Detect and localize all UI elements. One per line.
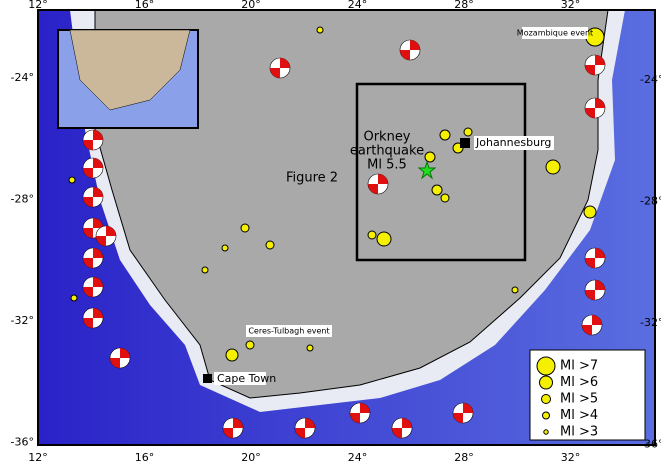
beachball (584, 97, 606, 119)
orkney-epicenter (417, 160, 437, 180)
event (265, 240, 275, 250)
beachball (82, 129, 104, 151)
x-tick-label: 32° (561, 0, 581, 11)
beachball (399, 39, 421, 61)
label-bg (522, 27, 588, 39)
label-bg (474, 136, 554, 150)
beachball (584, 279, 606, 301)
johannesburg-marker (460, 138, 470, 148)
legend-label: Ml >5 (560, 392, 598, 407)
map-label: Ml 5.5 (367, 158, 407, 173)
map-label: Johannesburg (475, 136, 551, 149)
legend-label: Ml >6 (560, 375, 598, 390)
legend-symbol (536, 356, 556, 376)
event (463, 127, 473, 137)
beachball (109, 347, 131, 369)
x-tick-label: 16° (135, 0, 155, 11)
x-tick-label: 16° (135, 451, 155, 464)
figure-2-box (355, 82, 527, 262)
y-tick-label: -32° (640, 316, 661, 329)
beachball (349, 402, 371, 424)
event (440, 193, 450, 203)
beachball (95, 225, 117, 247)
legend-symbol (541, 394, 551, 404)
event (583, 205, 597, 219)
beachball (82, 186, 104, 208)
beachball (222, 417, 244, 439)
label-bg (246, 325, 332, 337)
x-tick-label: 28° (454, 451, 474, 464)
event (439, 129, 451, 141)
x-tick-label: 32° (561, 451, 581, 464)
beachball (584, 247, 606, 269)
legend-symbol (539, 375, 553, 390)
y-tick-label: -36° (11, 436, 34, 449)
event (431, 184, 443, 196)
x-tick-label: 20° (241, 451, 261, 464)
land (94, 9, 609, 399)
beachball (82, 247, 104, 269)
y-tick-label: -32° (11, 314, 34, 327)
event (367, 230, 377, 240)
y-tick-label: -28° (640, 195, 661, 208)
map-body: Mozambique event Ceres-Tulbagh event Joh… (37, 9, 656, 446)
y-tick-label: -28° (11, 193, 34, 206)
cape-town-marker (203, 374, 212, 383)
beachball (584, 54, 606, 76)
frame (37, 9, 656, 446)
event (511, 286, 519, 294)
event (221, 244, 229, 252)
beachball (294, 417, 316, 439)
y-tick-label: -24° (640, 73, 661, 86)
event (225, 348, 239, 362)
event (376, 231, 392, 247)
y-tick-label: -36° (640, 438, 661, 451)
x-tick-label: 28° (454, 0, 474, 11)
legend-label: Ml >3 (560, 425, 598, 440)
beachball (391, 417, 413, 439)
label-bg (214, 372, 266, 385)
x-tick-label: 12° (28, 0, 48, 11)
map-label: Orkney (363, 130, 410, 145)
map-label: Figure 2 (286, 171, 338, 186)
inset-land (69, 29, 191, 111)
x-tick-label: 24° (348, 451, 368, 464)
x-tick-label: 20° (241, 0, 261, 11)
map-label: Cape Town (217, 372, 276, 385)
event (245, 340, 255, 350)
beachball (452, 402, 474, 424)
x-tick-label: 12° (28, 451, 48, 464)
event (424, 151, 436, 163)
event (316, 26, 324, 34)
legend-label: Ml >7 (560, 359, 598, 374)
event (306, 344, 314, 352)
event (70, 294, 78, 302)
legend-symbol (542, 411, 550, 420)
beachball (367, 173, 389, 195)
event (68, 176, 76, 184)
map-label: Ceres-Tulbagh event (248, 327, 329, 336)
beachball (82, 276, 104, 298)
event (545, 159, 561, 175)
beachball (269, 57, 291, 79)
legend-label: Ml >4 (560, 408, 598, 423)
map-label: earthquake (350, 144, 424, 159)
beachball (581, 314, 603, 336)
beachball (82, 157, 104, 179)
map-label: Mozambique event (517, 29, 593, 38)
beachball (82, 307, 104, 329)
event (240, 223, 250, 233)
y-tick-label: -24° (11, 71, 34, 84)
x-tick-label: 24° (348, 0, 368, 11)
legend-symbol (543, 429, 549, 435)
event (201, 266, 209, 274)
